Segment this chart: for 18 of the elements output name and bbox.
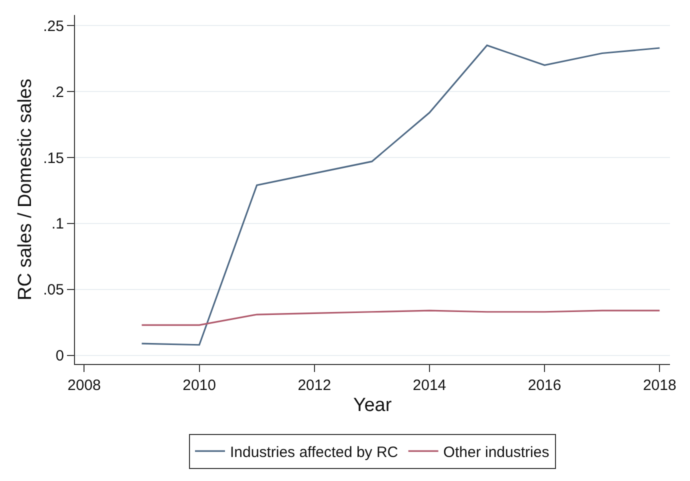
line-series <box>140 310 660 326</box>
x-tick-label: 2012 <box>298 377 332 394</box>
line-series <box>140 44 660 346</box>
x-tick-label: 2014 <box>412 377 446 394</box>
y-tick-label: 0 <box>56 348 64 365</box>
y-tick-label: .1 <box>51 216 64 233</box>
y-axis-title: RC sales / Domestic sales <box>14 78 36 300</box>
legend-label: Other industries <box>443 444 550 461</box>
x-tick-label: 2018 <box>642 377 676 394</box>
legend-label: Industries affected by RC <box>230 444 398 461</box>
x-tick-label: 2008 <box>68 377 101 394</box>
y-tick-label: .05 <box>43 282 64 299</box>
x-axis-title: Year <box>353 394 392 416</box>
x-tick-label: 2010 <box>182 377 216 394</box>
y-tick-label: .25 <box>43 18 64 35</box>
y-tick-label: .2 <box>51 84 64 101</box>
y-tick-label: .15 <box>43 150 64 167</box>
x-tick-label: 2016 <box>528 377 562 394</box>
